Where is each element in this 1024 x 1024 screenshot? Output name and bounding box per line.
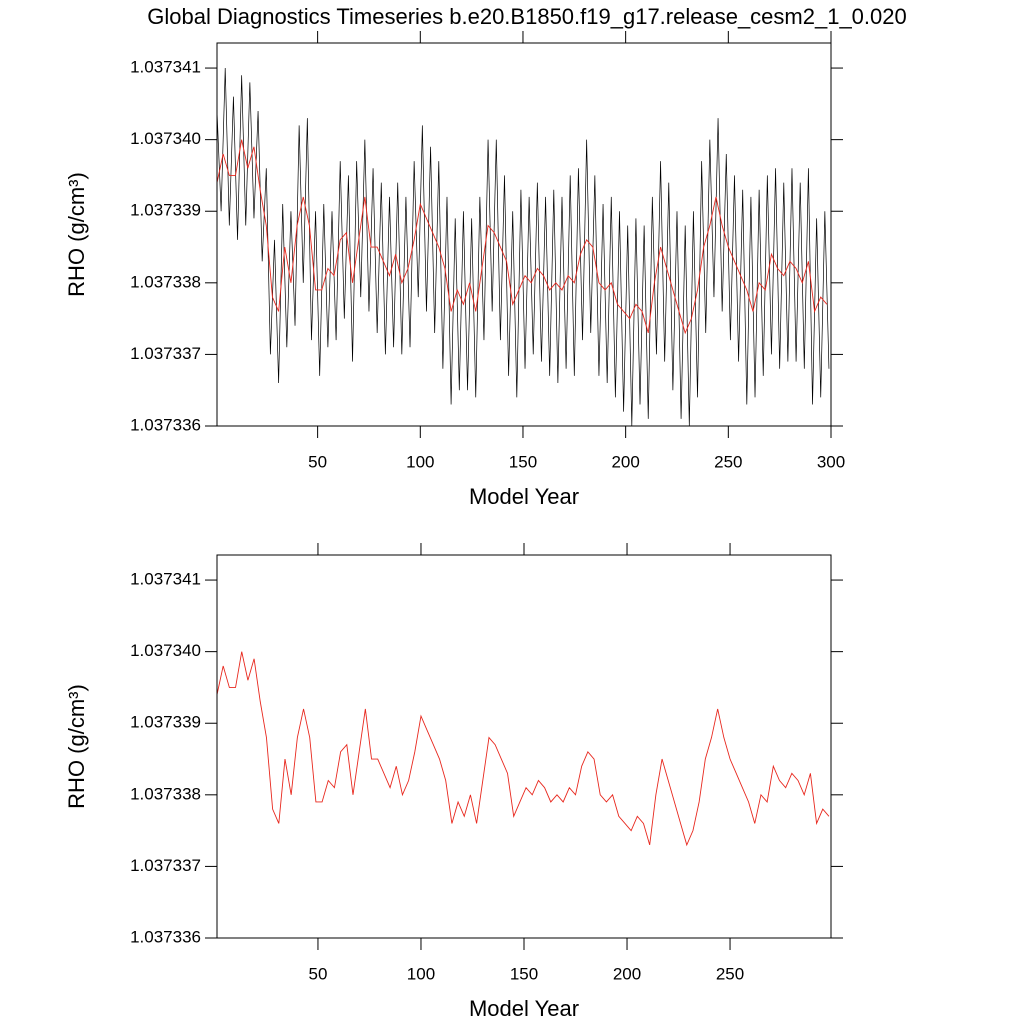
x-axis-title: Model Year	[469, 996, 579, 1021]
y-tick-label: 1.037339	[130, 713, 201, 732]
x-tick-label: 100	[407, 964, 435, 983]
x-tick-label: 100	[406, 452, 434, 471]
plot-frame	[216, 554, 832, 939]
y-tick-label: 1.037340	[130, 641, 201, 660]
y-tick-label: 1.037341	[130, 570, 201, 589]
y-tick-label: 1.037338	[130, 784, 201, 803]
x-tick-label: 150	[509, 452, 537, 471]
y-tick-label: 1.037339	[130, 201, 201, 220]
y-tick-label: 1.037340	[130, 129, 201, 148]
chart-title: Global Diagnostics Timeseries b.e20.B185…	[147, 4, 906, 29]
x-tick-label: 200	[613, 964, 641, 983]
x-tick-label: 50	[308, 964, 327, 983]
x-axis-title: Model Year	[469, 484, 579, 509]
y-axis-title: RHO (g/cm³)	[64, 684, 89, 809]
x-tick-label: 250	[714, 452, 742, 471]
y-tick-label: 1.037341	[130, 58, 201, 77]
y-tick-label: 1.037336	[130, 415, 201, 434]
x-tick-label: 300	[817, 452, 845, 471]
y-tick-label: 1.037338	[130, 272, 201, 291]
x-tick-label: 200	[611, 452, 639, 471]
x-tick-label: 150	[510, 964, 538, 983]
data-line	[216, 139, 828, 335]
y-axis-title: RHO (g/cm³)	[64, 172, 89, 297]
x-tick-label: 50	[308, 452, 327, 471]
y-tick-label: 1.037337	[130, 856, 201, 875]
y-tick-label: 1.037337	[130, 344, 201, 363]
data-line	[216, 651, 830, 847]
plot-frame	[216, 42, 832, 427]
x-tick-label: 250	[716, 964, 744, 983]
y-tick-label: 1.037336	[130, 927, 201, 946]
data-line	[216, 68, 830, 427]
